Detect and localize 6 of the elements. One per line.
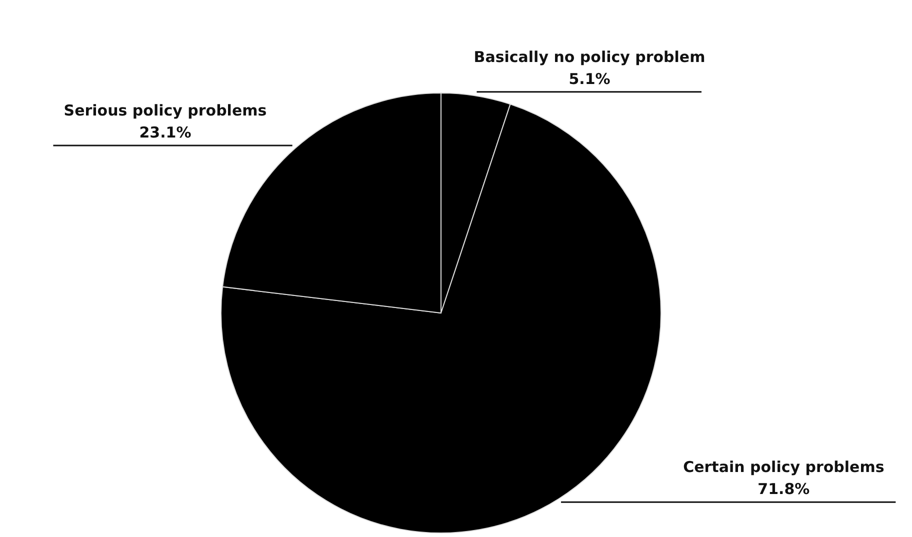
slice-label: Certain policy problems	[683, 458, 884, 476]
data-label: 23.1%	[139, 123, 192, 142]
data-label: 71.8%	[758, 480, 810, 498]
slice-label: Serious policy problems	[64, 101, 267, 120]
data-label: 5.1%	[568, 70, 610, 88]
slice-label: Basically no policy problem	[474, 48, 706, 66]
